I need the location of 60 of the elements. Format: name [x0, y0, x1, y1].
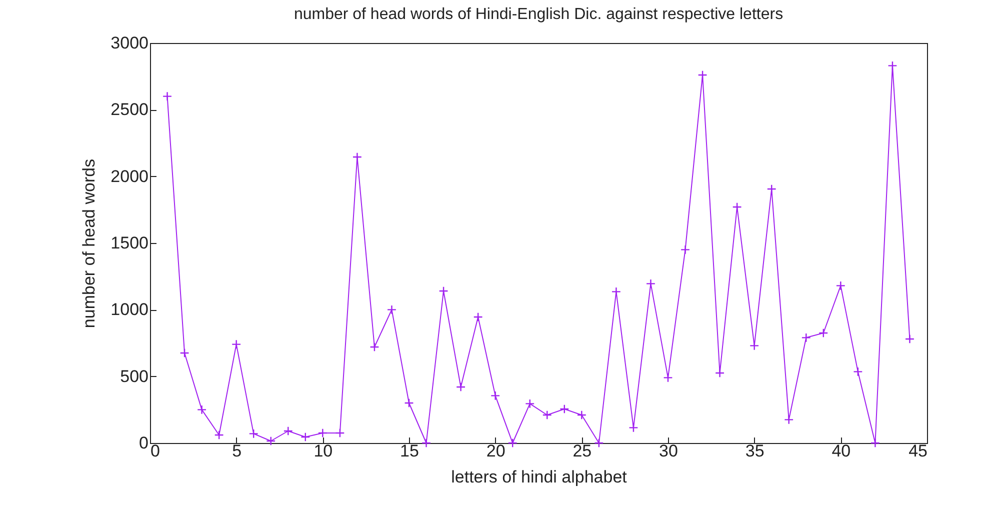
y-tick-label: 500 [120, 366, 148, 386]
x-tick-label: 10 [314, 442, 333, 460]
point [508, 438, 518, 448]
point [853, 366, 863, 376]
point [214, 430, 224, 440]
point [715, 368, 725, 378]
point [300, 432, 310, 442]
point [370, 342, 380, 352]
point [197, 404, 207, 414]
x-tick-label: 20 [486, 442, 506, 460]
point [180, 348, 190, 358]
point [663, 372, 673, 382]
point [456, 382, 466, 392]
point [784, 414, 794, 424]
point [232, 340, 242, 350]
point [870, 438, 880, 448]
point [490, 390, 500, 400]
x-tick-label: 40 [832, 442, 851, 460]
point [646, 278, 656, 288]
point [576, 410, 586, 420]
point [248, 428, 258, 438]
y-axis-title: number of head words [80, 158, 99, 328]
x-tick-label: 25 [572, 442, 592, 460]
y-tick-label: 3000 [110, 34, 148, 52]
x-tick-label: 30 [659, 442, 678, 460]
x-tick-label: 15 [400, 442, 419, 460]
point [283, 426, 293, 436]
point [628, 422, 638, 432]
point [801, 332, 811, 342]
point [525, 398, 535, 408]
point [560, 404, 570, 414]
point [266, 436, 276, 446]
point [904, 334, 915, 344]
point [386, 304, 397, 314]
point [404, 398, 414, 408]
point [594, 438, 604, 448]
x-axis-title: letters of hindi alphabet [451, 468, 628, 486]
point [542, 410, 552, 420]
chart-title: number of head words of Hindi-English Dic. against respective letters [294, 6, 784, 23]
point [836, 280, 846, 290]
point [888, 60, 898, 70]
x-tick-label: 35 [745, 442, 764, 460]
point [818, 328, 828, 338]
point [438, 286, 448, 296]
point [335, 428, 345, 438]
y-tick-label: 2000 [110, 166, 148, 186]
point [732, 202, 742, 212]
point [318, 428, 328, 438]
point [421, 438, 432, 448]
x-tick-label: 0 [150, 442, 160, 460]
x-tick-label: 45 [908, 442, 928, 460]
point [162, 92, 172, 102]
point [698, 70, 708, 80]
point [680, 244, 690, 254]
point [473, 312, 483, 322]
x-tick-label: 5 [232, 442, 242, 460]
y-tick-label: 2500 [110, 100, 148, 120]
y-tick-label: 1500 [110, 234, 148, 252]
point [766, 184, 776, 194]
y-tick-label: 1000 [110, 300, 148, 320]
